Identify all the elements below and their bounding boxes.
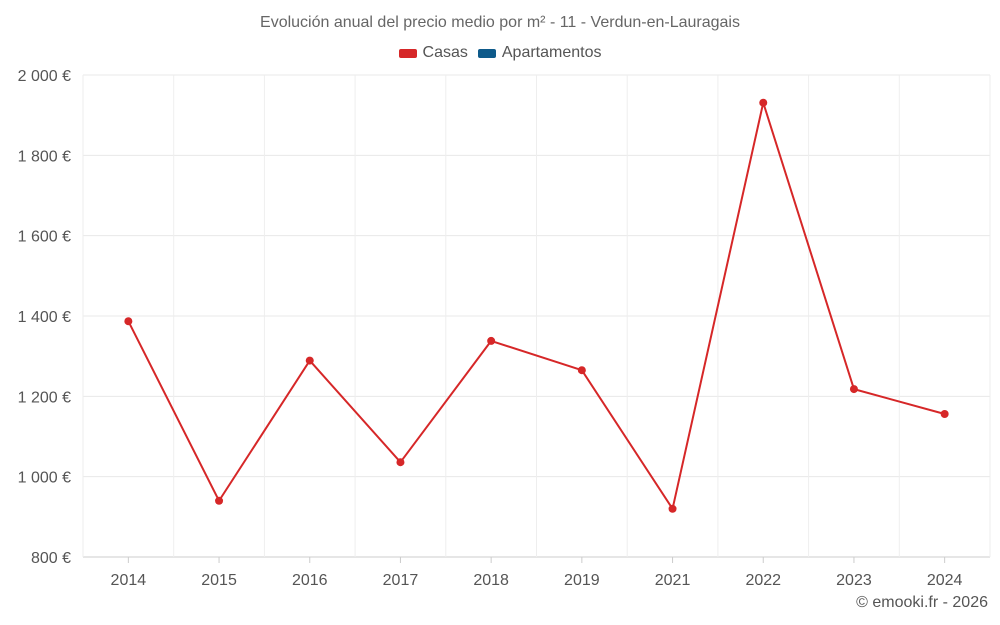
x-tick-label: 2015 xyxy=(201,572,237,589)
legend-swatch-casas xyxy=(398,48,417,58)
x-tick-label: 2024 xyxy=(927,572,963,589)
data-point-casas-2018 xyxy=(487,336,496,345)
legend-item-casas[interactable]: Casas xyxy=(398,44,468,62)
data-point-casas-2017 xyxy=(396,458,405,467)
x-tick-label: 2021 xyxy=(655,572,691,589)
chart-legend: Casas Apartamentos xyxy=(0,44,1000,62)
series-line-casas xyxy=(127,101,945,510)
x-tick-label: 2014 xyxy=(111,572,147,589)
y-tick-label: 1 800 € xyxy=(18,148,71,165)
data-point-casas-2021 xyxy=(668,504,677,513)
data-point-casas-2019 xyxy=(577,366,586,375)
legend-item-apartamentos[interactable]: Apartamentos xyxy=(477,44,602,62)
y-tick-label: 1 600 € xyxy=(18,229,71,246)
data-point-casas-2014 xyxy=(124,317,133,326)
x-tick-label: 2018 xyxy=(473,572,509,589)
data-point-casas-2015 xyxy=(215,496,224,505)
chart-title: Evolución anual del precio medio por m² … xyxy=(260,14,740,31)
x-tick-label: 2016 xyxy=(292,572,328,589)
y-tick-label: 2 000 € xyxy=(18,68,71,85)
x-tick-label: 2023 xyxy=(836,572,872,589)
y-tick-label: 800 € xyxy=(31,550,71,567)
data-point-casas-2023 xyxy=(849,385,858,394)
y-tick-label: 1 000 € xyxy=(18,470,71,487)
x-tick-label: 2022 xyxy=(745,572,781,589)
x-tick-label: 2017 xyxy=(383,572,419,589)
legend-swatch-apartamentos xyxy=(477,48,496,58)
legend-label-apartamentos: Apartamentos xyxy=(501,44,602,61)
data-point-casas-2024 xyxy=(940,410,949,419)
data-point-casas-2022 xyxy=(759,98,768,107)
credit-text: © emooki.fr - 2026 xyxy=(856,594,988,611)
y-tick-label: 1 400 € xyxy=(18,309,71,326)
data-point-casas-2016 xyxy=(305,356,314,365)
y-tick-label: 1 200 € xyxy=(18,389,71,406)
x-tick-label: 2019 xyxy=(564,572,600,589)
legend-label-casas: Casas xyxy=(422,44,468,61)
